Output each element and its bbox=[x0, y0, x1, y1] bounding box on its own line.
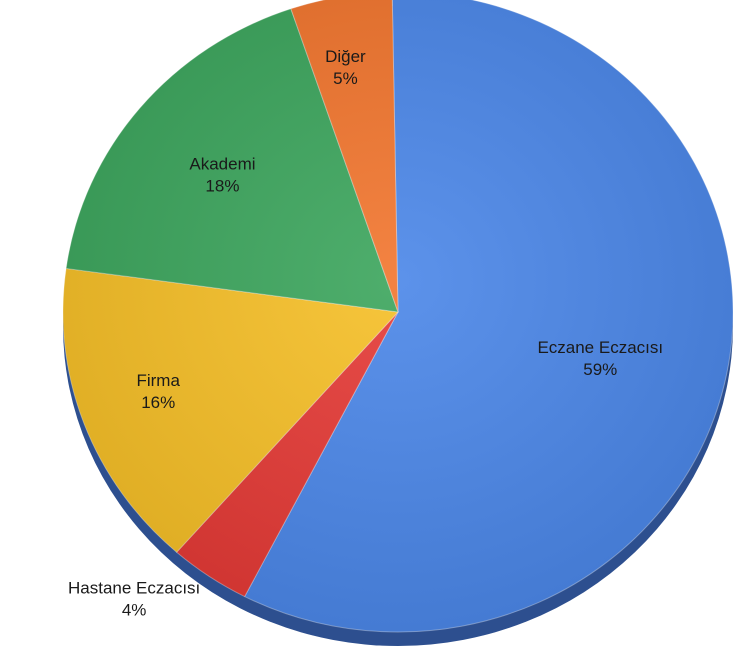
slice-value-label-3: 16% bbox=[141, 393, 175, 412]
slice-label-1: Eczane Eczacısı bbox=[537, 338, 663, 357]
slice-value-label-4: 18% bbox=[205, 176, 239, 195]
slice-value-label-2: 4% bbox=[122, 601, 147, 620]
slice-value-label-5: 5% bbox=[333, 69, 358, 88]
pie-labels: Eczane Eczacısı 59% Hastane Eczacısı 4% Firm… bbox=[68, 47, 663, 619]
slice-label-5: Diğer bbox=[325, 47, 366, 66]
slice-value-label-1: 59% bbox=[583, 360, 617, 379]
pie-slices bbox=[62, 0, 734, 633]
slice-label-3: Firma bbox=[136, 371, 180, 390]
slice-label-4: Akademi bbox=[189, 154, 255, 173]
slice-label-2: Hastane Eczacısı bbox=[68, 579, 200, 598]
